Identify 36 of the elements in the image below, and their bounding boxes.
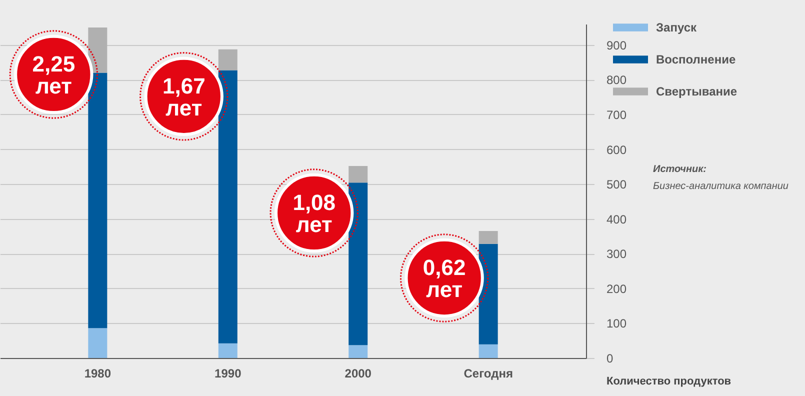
legend-label: Восполнение [656,52,736,66]
x-tick-label: 1980 [84,366,112,380]
y-tick-label: 0 [606,352,614,366]
y-tick-label: 100 [606,316,627,331]
y-tick-label: 200 [606,282,627,296]
y-tick-label: 900 [606,38,627,52]
bar [478,244,498,344]
y-tick-label: 300 [606,247,627,262]
annotation: 2,25 лет [32,51,76,98]
annotation: 1,08 лет [292,190,336,237]
bar [478,344,498,358]
legend-label: Свертывание [656,84,738,98]
bar [88,328,108,358]
bar [88,72,108,328]
y-tick-label: 800 [606,73,627,88]
y-tick-label: 600 [606,142,627,157]
bar [348,345,368,358]
bar [478,231,498,244]
y-tick-label: 400 [606,212,627,226]
bar [348,166,368,183]
bar [218,343,238,358]
bar [348,182,368,346]
bar [218,70,238,344]
annotation: 0,62 лет [422,255,466,302]
y-tick-label: 700 [606,108,627,122]
text: Бизнес-аналитика компании [653,181,789,192]
legend-label: Запуск [656,20,698,34]
y-axis-title: Количество продуктов [606,376,732,388]
text: Источник: [653,164,707,175]
bar [88,27,108,73]
x-tick-label: Сегодня [464,366,513,380]
y-tick-label: 500 [606,178,627,192]
x-tick-label: 2000 [344,366,372,380]
bar [218,49,238,70]
x-tick-label: 1990 [214,366,242,380]
annotation: 1,67 лет [162,73,206,120]
